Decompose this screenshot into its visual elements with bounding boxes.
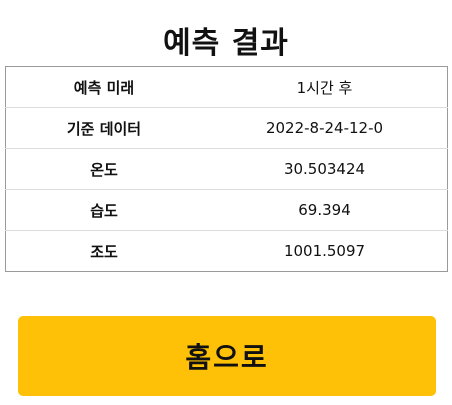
humidity-value: 69.394	[202, 189, 448, 231]
illuminance-label: 조도	[5, 230, 202, 272]
table-row-temperature: 온도 30.503424	[5, 148, 448, 190]
table-row-illuminance: 조도 1001.5097	[5, 230, 448, 272]
home-button[interactable]: 홈으로	[18, 316, 436, 396]
temperature-label: 온도	[5, 148, 202, 190]
prediction-result-table: 예측 미래 1시간 후 기준 데이터 2022-8-24-12-0 온도 30.…	[5, 66, 448, 272]
table-row-humidity: 습도 69.394	[5, 189, 448, 231]
humidity-label: 습도	[5, 189, 202, 231]
table-row-reference-data: 기준 데이터 2022-8-24-12-0	[5, 107, 448, 149]
page-title: 예측 결과	[163, 26, 289, 62]
illuminance-value: 1001.5097	[202, 230, 448, 272]
table-row-prediction-future: 예측 미래 1시간 후	[6, 67, 448, 108]
reference-data-label: 기준 데이터	[5, 107, 202, 149]
prediction-future-label: 예측 미래	[73, 78, 135, 97]
temperature-value: 30.503424	[202, 148, 448, 190]
reference-data-value: 2022-8-24-12-0	[202, 107, 448, 149]
prediction-future-value: 1시간 후	[296, 78, 353, 97]
